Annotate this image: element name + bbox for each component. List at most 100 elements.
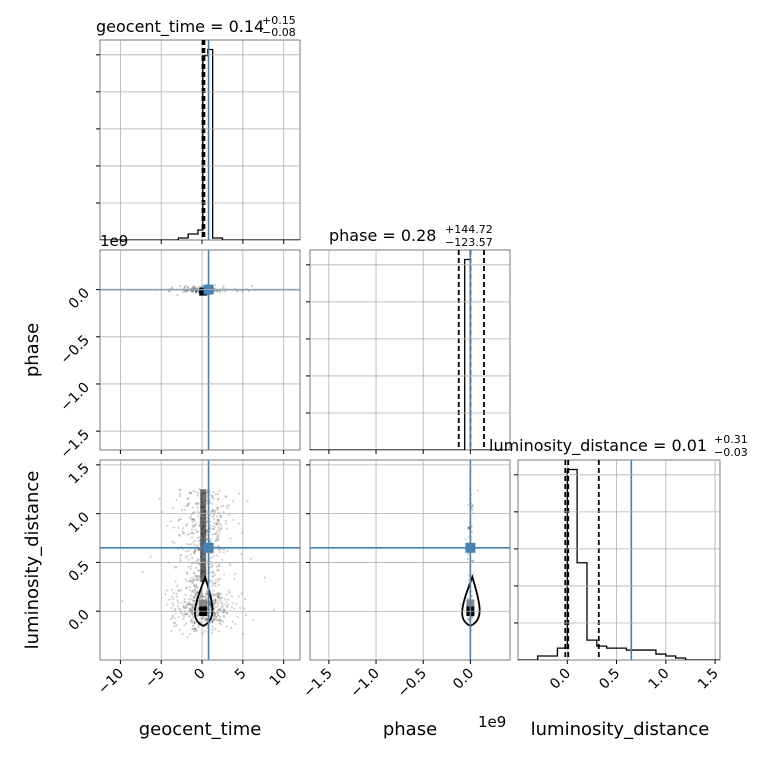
- sample-point: [186, 523, 189, 526]
- sample-point: [178, 494, 182, 498]
- sample-point: [192, 599, 195, 602]
- sample-point: [191, 286, 195, 289]
- x-tick-label: 0: [191, 666, 209, 684]
- x-tick-label: 1.5: [695, 666, 722, 693]
- sample-point: [216, 595, 219, 598]
- sample-point: [252, 618, 255, 621]
- sample-point: [215, 523, 218, 526]
- sample-point: [470, 506, 474, 509]
- sample-point: [231, 602, 234, 605]
- sample-point: [225, 495, 228, 498]
- sample-point: [217, 520, 221, 523]
- truth-marker: [465, 542, 476, 553]
- sample-point: [197, 540, 200, 543]
- sample-point: [210, 510, 213, 514]
- sample-point: [185, 550, 188, 553]
- sample-point: [239, 606, 242, 609]
- sample-point: [184, 578, 187, 581]
- sample-point: [191, 613, 194, 616]
- sample-point: [192, 579, 196, 582]
- sample-point: [193, 539, 196, 542]
- sample-point: [476, 489, 479, 492]
- sample-point: [182, 617, 185, 621]
- x-tick-label: 1.0: [646, 666, 673, 693]
- sample-point: [186, 504, 189, 507]
- sample-point: [204, 595, 207, 598]
- sample-point: [214, 606, 217, 609]
- sample-point: [187, 497, 190, 501]
- sample-point: [193, 518, 196, 521]
- sample-point: [197, 491, 200, 494]
- sample-point: [201, 632, 204, 635]
- sample-point: [183, 508, 186, 512]
- sample-point: [216, 508, 219, 512]
- sample-point: [214, 627, 217, 631]
- sample-point: [222, 611, 225, 614]
- sample-point: [212, 497, 215, 500]
- sample-point: [191, 582, 194, 585]
- sample-point: [191, 531, 194, 534]
- sample-point: [212, 603, 216, 606]
- sample-point: [214, 612, 217, 615]
- y-tick-label: −0.5: [57, 332, 92, 367]
- sample-point: [206, 494, 209, 498]
- sample-point: [218, 533, 221, 536]
- sample-point: [211, 598, 214, 602]
- sample-point: [188, 579, 192, 582]
- x-tick-label: 0.5: [596, 666, 623, 693]
- sample-point: [191, 506, 195, 509]
- sample-point: [180, 602, 183, 605]
- sample-point: [212, 528, 215, 531]
- sample-point: [222, 609, 226, 612]
- sample-point: [184, 606, 187, 609]
- sample-point: [470, 560, 474, 563]
- sample-point: [214, 601, 217, 604]
- sample-point: [194, 290, 197, 293]
- sample-point: [184, 612, 187, 616]
- sample-point: [186, 290, 189, 293]
- title-luminosity-distance: luminosity_distance = 0.01: [489, 436, 707, 456]
- sample-point: [197, 577, 200, 580]
- sample-point: [225, 604, 228, 607]
- panel-geocent_time-luminosity_distance: −10 −5 0 5 10 0.0 0.5 1.0 1.5: [66, 459, 301, 698]
- sample-point: [219, 528, 222, 531]
- sample-point: [209, 607, 212, 610]
- sample-point: [197, 579, 201, 582]
- sample-point: [213, 521, 216, 525]
- sample-point: [224, 598, 227, 601]
- sample-point: [199, 595, 202, 598]
- sample-point: [197, 536, 201, 539]
- sample-point: [199, 596, 202, 600]
- sample-point: [195, 291, 198, 294]
- sample-point: [217, 497, 220, 500]
- sample-point: [214, 584, 217, 588]
- sample-point: [193, 511, 196, 514]
- sample-point: [178, 554, 182, 557]
- sample-point: [196, 506, 199, 509]
- sample-point: [179, 608, 182, 612]
- sample-point: [191, 608, 194, 611]
- sample-point: [212, 490, 215, 494]
- sample-point: [217, 602, 220, 606]
- sample-point: [191, 621, 194, 624]
- sample-point: [191, 580, 194, 583]
- sample-point: [204, 593, 208, 596]
- sample-point: [178, 285, 182, 288]
- ylabel-phase: phase: [22, 323, 43, 377]
- sample-point: [211, 515, 214, 518]
- panel-frame: [99, 39, 301, 241]
- sample-point: [175, 498, 178, 502]
- sample-point: [219, 600, 222, 603]
- sample-point: [220, 505, 223, 508]
- sample-point: [191, 556, 194, 559]
- sample-point: [215, 618, 218, 622]
- sample-point: [176, 604, 180, 608]
- sample-point: [209, 603, 212, 606]
- sample-point: [217, 519, 220, 522]
- sample-point: [246, 499, 249, 502]
- x-tick-label: 10: [267, 666, 291, 690]
- panel-frame: [309, 459, 511, 661]
- sample-point: [192, 604, 195, 607]
- sample-point: [196, 286, 199, 289]
